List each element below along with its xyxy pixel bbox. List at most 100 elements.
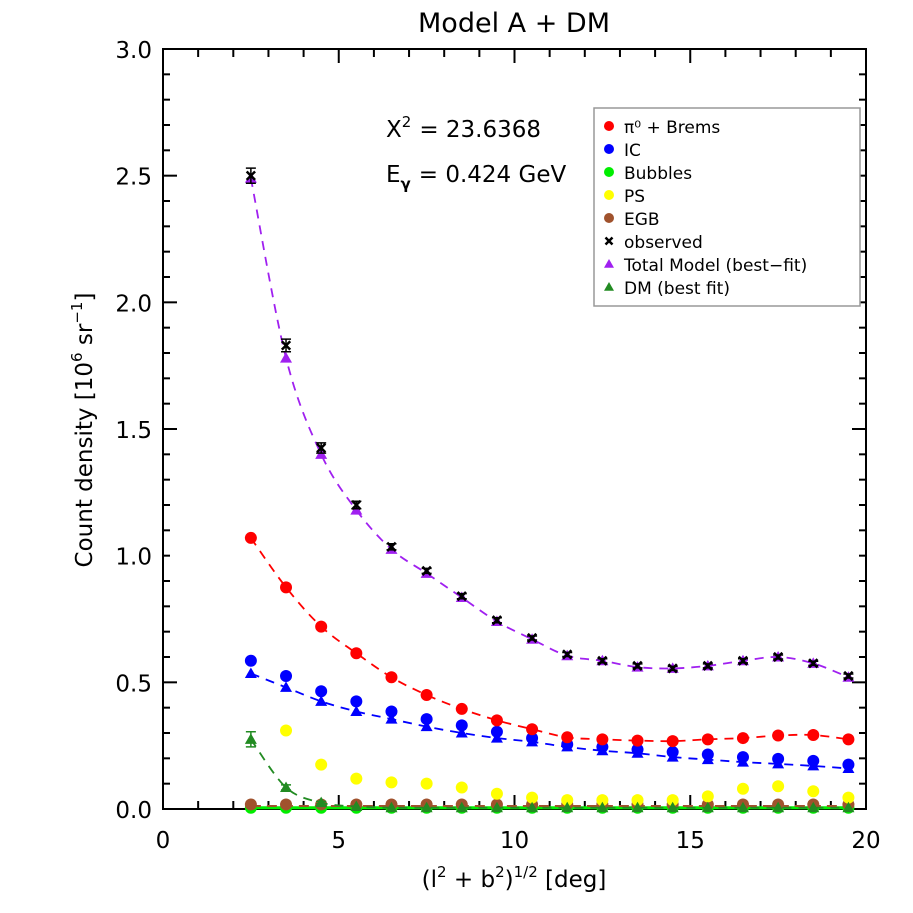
circle-marker — [315, 620, 328, 633]
circle-marker — [455, 702, 468, 715]
circle-marker — [807, 785, 820, 798]
legend-label: EGB — [624, 210, 660, 230]
circle-marker — [455, 781, 468, 794]
triangle-marker — [244, 667, 257, 678]
plot-area — [244, 167, 855, 814]
series--brems — [244, 531, 855, 748]
circle-marker — [244, 654, 257, 667]
energy-annotation: Eγ = 0.424 GeV — [386, 162, 566, 193]
legend-label: Bubbles — [624, 164, 692, 184]
circle-marker — [604, 190, 614, 200]
legend-item: Total Model (best−fit) — [604, 256, 807, 276]
circle-marker — [385, 671, 398, 684]
legend-label: IC — [624, 141, 641, 161]
legend-item: DM (best fit) — [604, 279, 730, 299]
circle-marker — [604, 144, 614, 154]
legend-label: observed — [624, 233, 703, 253]
triangle-marker — [666, 801, 679, 813]
circle-marker — [807, 754, 820, 767]
circle-marker — [701, 748, 714, 761]
x-tick-label: 5 — [331, 828, 346, 854]
x-marker — [421, 565, 432, 576]
circle-marker — [842, 758, 855, 771]
fit-curve — [250, 738, 849, 809]
x-marker — [245, 170, 256, 181]
triangle-marker — [385, 713, 398, 724]
x-marker — [597, 655, 608, 666]
circle-marker — [807, 729, 820, 742]
circle-marker — [666, 746, 679, 758]
triangle-marker — [385, 801, 398, 813]
circle-marker — [561, 731, 574, 744]
y-tick-label: 1.5 — [115, 418, 152, 444]
chi2-annotation: X2 = 23.6368 — [386, 113, 541, 143]
y-tick-label: 2.0 — [115, 291, 152, 317]
circle-marker — [736, 751, 749, 764]
triangle-marker — [315, 695, 328, 706]
circle-marker — [526, 791, 539, 804]
triangle-marker — [842, 801, 855, 813]
y-tick-label: 3.0 — [115, 38, 152, 64]
x-marker — [316, 442, 327, 454]
circle-marker — [280, 724, 293, 737]
svg-text:X2= 23.6368: X2 = 23.6368 — [386, 113, 541, 143]
triangle-marker — [420, 720, 433, 732]
legend-item: Bubbles — [604, 164, 692, 184]
x-marker — [808, 658, 819, 669]
circle-marker — [315, 758, 328, 771]
triangle-marker — [736, 801, 749, 813]
circle-marker — [526, 723, 539, 736]
y-tick-label: 1.0 — [115, 545, 152, 571]
legend: π⁰ + Brems IC Bubbles PS EGB observed Total Mo… — [593, 107, 861, 307]
triangle-marker — [350, 800, 363, 811]
triangle-marker — [280, 781, 293, 792]
circle-marker — [772, 780, 785, 793]
circle-marker — [490, 714, 503, 727]
triangle-marker — [280, 352, 293, 363]
x-marker — [386, 541, 397, 552]
circle-marker — [420, 713, 433, 726]
triangle-marker — [280, 681, 293, 692]
fit-curve — [250, 537, 849, 743]
circle-marker — [385, 705, 398, 718]
circle-marker — [280, 581, 293, 594]
x-marker — [526, 632, 538, 644]
y-tick-label: 0.0 — [115, 798, 152, 824]
circle-marker — [631, 743, 644, 756]
circle-marker — [350, 647, 363, 660]
triangle-marker — [631, 801, 644, 813]
triangle-marker — [315, 796, 328, 808]
legend-item: π⁰ + Brems — [604, 118, 720, 138]
x-tick-label: 15 — [676, 828, 705, 854]
circle-marker — [736, 782, 749, 795]
chart-title: Model A + DM — [418, 8, 610, 39]
circle-marker — [596, 794, 609, 807]
svg-text:Eγ= 0.424 GeV: Eγ = 0.424 GeV — [386, 162, 566, 193]
legend-box — [593, 107, 861, 307]
triangle-marker — [604, 282, 614, 291]
circle-marker — [631, 734, 644, 747]
triangle-marker — [490, 801, 503, 813]
x-marker — [843, 670, 854, 682]
fit-curve — [250, 672, 849, 770]
circle-marker — [604, 121, 614, 131]
y-axis-label: Count density [106 sr−1] — [68, 293, 98, 568]
x-marker — [702, 660, 713, 671]
series-dm-best-fit- — [244, 730, 855, 813]
triangle-marker — [596, 801, 609, 813]
x-axis-label: (l2 + b2)1/2 [deg] — [422, 863, 607, 893]
circle-marker — [604, 167, 614, 177]
circle-marker — [596, 733, 609, 746]
series-ps — [280, 724, 855, 807]
circle-marker — [455, 719, 468, 732]
circle-marker — [701, 733, 714, 746]
series-ic — [244, 654, 855, 773]
triangle-marker — [526, 801, 539, 813]
x-marker — [773, 651, 784, 663]
x-marker — [280, 340, 292, 351]
legend-label: DM (best fit) — [624, 279, 730, 299]
x-marker — [351, 499, 362, 511]
triangle-marker — [561, 801, 574, 813]
triangle-marker — [350, 705, 363, 716]
